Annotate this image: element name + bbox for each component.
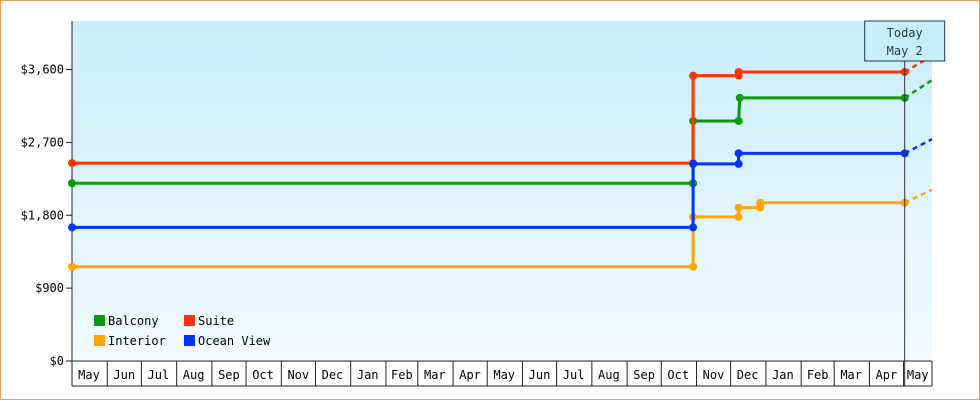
data-point[interactable]: [734, 116, 743, 125]
data-point[interactable]: [689, 262, 698, 271]
x-tick-label: Nov: [703, 368, 725, 382]
x-tick-label: Oct: [667, 368, 689, 382]
x-tick-label: Aug: [183, 368, 205, 382]
data-point[interactable]: [68, 262, 76, 271]
data-point[interactable]: [734, 159, 743, 168]
y-tick-label: $900: [35, 281, 64, 295]
x-tick-label: May: [907, 368, 929, 382]
x-tick-label: Nov: [287, 368, 309, 382]
x-tick-label: Dec: [737, 368, 759, 382]
data-point[interactable]: [689, 159, 698, 168]
x-axis: May Jun Jul Aug Sep Oct Nov Dec Jan Feb Mar Apr May J…: [71, 360, 933, 387]
today-date-label: May 2: [887, 44, 923, 58]
x-tick-label: Dec: [322, 368, 344, 382]
data-point[interactable]: [734, 203, 743, 212]
data-point[interactable]: [734, 212, 743, 221]
legend-swatch: [184, 335, 195, 346]
data-point[interactable]: [68, 159, 76, 168]
series-projection: [904, 79, 933, 99]
legend-swatch: [184, 315, 195, 326]
data-point[interactable]: [734, 149, 743, 158]
legend-label: Interior: [108, 334, 166, 348]
y-axis: $0 $900 $1,800 $2,700 $3,600: [21, 21, 73, 368]
legend-swatch: [94, 315, 105, 326]
x-tick-label: Feb: [807, 368, 829, 382]
data-point[interactable]: [689, 223, 698, 232]
legend-label: Ocean View: [198, 334, 271, 348]
data-point[interactable]: [689, 71, 698, 80]
x-tick-label: Apr: [876, 368, 898, 382]
x-tick-label: May: [493, 368, 515, 382]
legend-item[interactable]: Interior: [94, 334, 166, 348]
x-tick-label: Jun: [113, 368, 135, 382]
y-tick-label: $1,800: [21, 208, 64, 222]
data-point[interactable]: [68, 223, 76, 232]
today-marker: Today May 2: [864, 20, 946, 386]
legend-item[interactable]: Balcony: [94, 314, 159, 328]
x-tick-label: Apr: [459, 368, 481, 382]
x-tick-label: Jul: [563, 368, 585, 382]
x-tick-label: Feb: [391, 368, 413, 382]
y-tick-label: $0: [50, 354, 64, 368]
legend-swatch: [94, 335, 105, 346]
legend-item[interactable]: Suite: [184, 314, 234, 328]
y-tick-label: $2,700: [21, 135, 64, 149]
series-line: [72, 151, 905, 229]
x-tick-label: Aug: [598, 368, 620, 382]
x-tick-label: Sep: [633, 368, 655, 382]
series-line: [72, 70, 905, 165]
x-tick-label: Mar: [424, 368, 446, 382]
legend-label: Balcony: [108, 314, 159, 328]
x-tick-label: Jun: [529, 368, 551, 382]
data-point[interactable]: [734, 68, 743, 76]
plot-background: [72, 21, 932, 361]
series-line: [72, 96, 905, 185]
data-point[interactable]: [68, 179, 76, 188]
legend-label: Suite: [198, 314, 234, 328]
x-tick-label: Jan: [357, 368, 379, 382]
x-tick-label: Jul: [148, 368, 170, 382]
x-tick-label: Jan: [772, 368, 794, 382]
series-layer: [68, 54, 933, 271]
x-tick-label: Mar: [840, 368, 862, 382]
today-label: Today: [887, 26, 923, 40]
x-tick-label: Sep: [218, 368, 240, 382]
legend-item[interactable]: Ocean View: [184, 334, 271, 348]
series-interior: [68, 188, 933, 271]
data-point[interactable]: [756, 198, 765, 207]
x-tick-label: Oct: [252, 368, 274, 382]
today-label-box: [864, 20, 946, 62]
y-tick-label: $3,600: [21, 63, 64, 77]
x-tick-label: May: [78, 368, 100, 382]
data-point[interactable]: [735, 93, 744, 102]
legend: Balcony Suite Interior Ocean View: [94, 314, 271, 348]
